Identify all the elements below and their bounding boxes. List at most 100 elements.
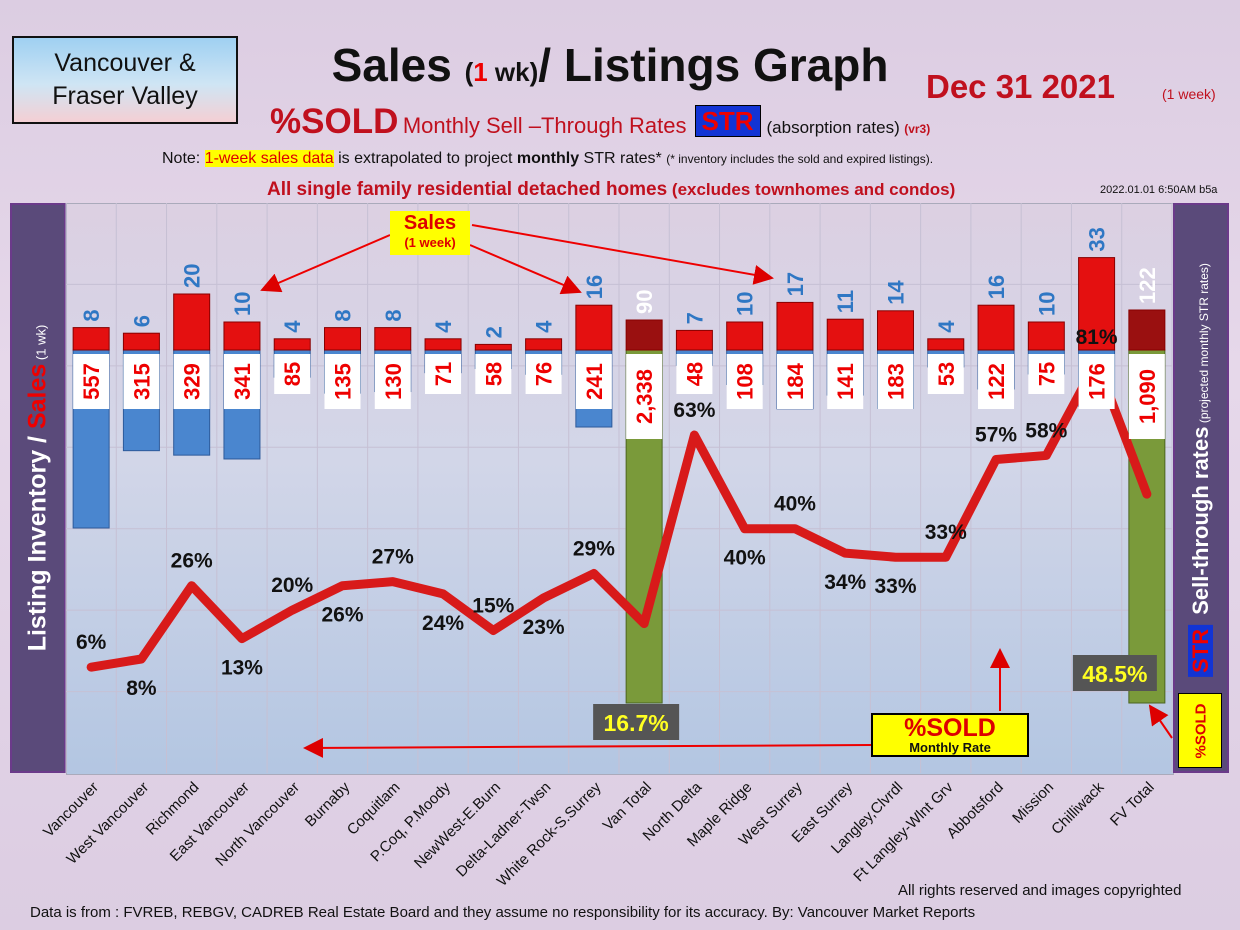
- sales-arrow-right: [471, 224, 774, 285]
- inventory-label: 108: [733, 363, 758, 400]
- inventory-label: 184: [783, 362, 808, 399]
- subtitle-str: STR: [694, 105, 761, 137]
- report-date-note: (1 week): [1162, 86, 1216, 102]
- sales-label: 7: [682, 312, 707, 324]
- sales-callout: Sales (1 week): [390, 211, 470, 255]
- str-label: 16.7%: [604, 710, 669, 736]
- str-label: 33%: [874, 575, 916, 598]
- sales-label: 90: [632, 290, 657, 314]
- left-axis-band: [10, 203, 66, 773]
- detached-line: All single family residential detached h…: [267, 179, 955, 201]
- str-label: 27%: [372, 546, 414, 569]
- str-label: 40%: [774, 493, 816, 516]
- str-label: 58%: [1025, 419, 1067, 442]
- inventory-label: 58: [481, 362, 506, 386]
- inventory-label-box: [1128, 354, 1165, 439]
- timestamp: 2022.01.01 6:50AM b5a: [1100, 184, 1218, 196]
- chart-title: Sales (1 wk)/ Listings Graph: [250, 38, 970, 92]
- str-label: 20%: [271, 574, 313, 597]
- inventory-label: 2,338: [632, 369, 657, 424]
- right-sold-box: %SOLD: [1178, 693, 1222, 768]
- inventory-label-box: [1078, 354, 1115, 409]
- sales-bar: [675, 329, 713, 351]
- x-tick-label: Delta-Ladner-Twsn: [453, 779, 555, 881]
- title-wk: wk): [487, 57, 539, 87]
- inventory-label: 130: [381, 363, 406, 400]
- sales-bar: [927, 338, 965, 351]
- sales-bar: [424, 338, 462, 351]
- str-label: 13%: [221, 657, 263, 680]
- sales-bar: [122, 332, 160, 351]
- inventory-label-box: [726, 354, 763, 409]
- subtitle: %SOLD Monthly Sell –Through Rates STR (abs…: [270, 102, 930, 142]
- str-label: 23%: [523, 616, 565, 639]
- sales-label: 14: [884, 280, 909, 305]
- str-label: 24%: [422, 612, 464, 635]
- sales-bar: [173, 293, 211, 351]
- inventory-label-box: [525, 354, 562, 394]
- str-label: 40%: [724, 547, 766, 570]
- sales-callout-title: Sales: [403, 212, 457, 234]
- inventory-label: 557: [79, 363, 104, 400]
- str-label: 63%: [673, 399, 715, 422]
- inventory-label: 76: [532, 362, 557, 386]
- footer-source: Data is from : FVREB, REBGV, CADREB Real…: [30, 904, 976, 921]
- x-tick-label: FV Total: [1107, 779, 1158, 830]
- x-tick-label: Burnaby: [302, 778, 354, 830]
- inventory-label: 241: [582, 363, 607, 400]
- detached-main: All single family residential detached h…: [267, 179, 668, 200]
- sales-label: 4: [532, 320, 557, 333]
- right-axis-band: [1173, 203, 1229, 773]
- total-str-box: [1072, 655, 1157, 691]
- str-label: 29%: [573, 538, 615, 561]
- sales-label: 4: [280, 320, 305, 333]
- inventory-label-box: [425, 354, 462, 394]
- str-label: 15%: [472, 595, 514, 618]
- sales-label: 2: [481, 326, 506, 338]
- subtitle-abs: (absorption rates): [766, 118, 900, 137]
- sales-label: 8: [79, 309, 104, 321]
- sales-bar: [1128, 309, 1166, 351]
- str-label: 48.5%: [1082, 661, 1147, 687]
- note-prefix: Note:: [162, 150, 205, 167]
- report-date: Dec 31 2021: [926, 68, 1115, 105]
- sales-label: 16: [582, 275, 607, 299]
- str-label: 8%: [126, 677, 157, 700]
- sales-label: 10: [230, 292, 255, 316]
- sales-bar: [575, 304, 613, 351]
- sales-label: 4: [934, 320, 959, 333]
- sales-label: 10: [733, 292, 758, 316]
- inventory-label-box: [978, 354, 1015, 409]
- sold-arrow-right: [1148, 704, 1173, 739]
- title-one: 1: [473, 57, 488, 87]
- inventory-label: 71: [431, 362, 456, 386]
- inventory-label: 53: [934, 362, 959, 386]
- sales-arrow-left: [260, 234, 391, 293]
- sales-callout-sub: (1 week): [404, 235, 456, 250]
- x-tick-label: Chilliwack: [1048, 778, 1108, 838]
- subtitle-version: (vr3): [904, 122, 931, 136]
- inventory-label-box: [274, 354, 311, 394]
- inventory-label-box: [324, 354, 361, 409]
- sales-bar: [273, 338, 311, 351]
- sales-label: 20: [180, 264, 205, 288]
- total-str-box: [593, 704, 680, 740]
- sales-label: 122: [1135, 267, 1160, 304]
- sales-bar: [223, 321, 261, 351]
- inventory-label: 48: [682, 362, 707, 386]
- inventory-label-box: [776, 354, 813, 409]
- note-highlight: 1-week sales data: [204, 150, 334, 167]
- sold-callout-title: %SOLD: [904, 714, 996, 742]
- inventory-label-box: [123, 354, 160, 409]
- sales-bar: [474, 343, 512, 351]
- inventory-label-box: [626, 354, 663, 439]
- sales-label: 6: [129, 315, 154, 327]
- inventory-label-box: [1028, 354, 1065, 394]
- inventory-label-box: [877, 354, 914, 409]
- inventory-label-box: [575, 354, 612, 409]
- str-label: 6%: [76, 631, 107, 654]
- sales-bar: [776, 301, 814, 351]
- sales-bar: [525, 338, 563, 351]
- sales-bar: [72, 327, 110, 351]
